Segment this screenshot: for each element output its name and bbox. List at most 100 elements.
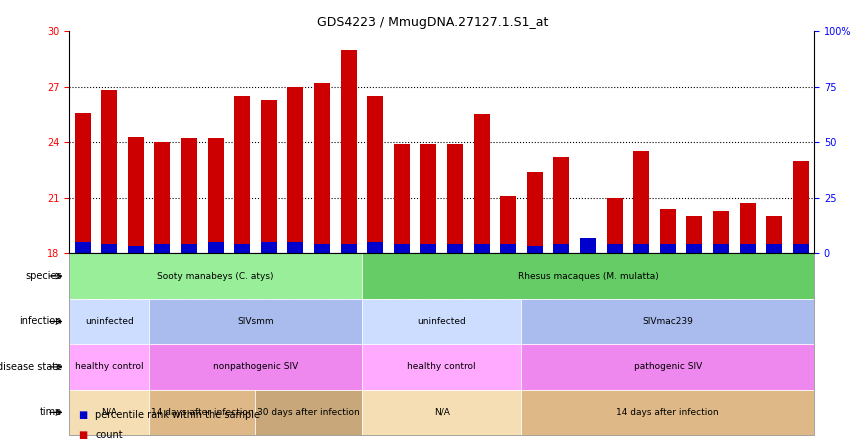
Bar xyxy=(687,216,702,253)
Bar xyxy=(501,244,516,253)
Bar xyxy=(442,31,469,253)
Bar xyxy=(122,31,149,253)
Bar xyxy=(575,31,601,253)
Bar xyxy=(766,216,782,253)
Bar xyxy=(282,31,308,253)
FancyBboxPatch shape xyxy=(69,344,149,390)
Bar xyxy=(548,31,575,253)
Bar xyxy=(288,87,303,253)
Bar xyxy=(660,209,675,253)
Bar xyxy=(69,31,96,253)
Bar xyxy=(660,244,675,253)
Bar xyxy=(527,172,543,253)
Bar xyxy=(469,31,494,253)
Bar xyxy=(394,144,410,253)
FancyBboxPatch shape xyxy=(149,299,362,344)
Text: N/A: N/A xyxy=(101,408,117,417)
Bar xyxy=(553,244,569,253)
Bar xyxy=(787,31,814,253)
Bar xyxy=(394,244,410,253)
Bar xyxy=(606,244,623,253)
Bar xyxy=(203,31,229,253)
Text: ■: ■ xyxy=(78,409,87,420)
FancyBboxPatch shape xyxy=(69,390,149,435)
Bar xyxy=(154,142,171,253)
Bar xyxy=(96,31,122,253)
Text: time: time xyxy=(40,408,61,417)
Bar xyxy=(367,96,383,253)
Bar xyxy=(288,242,303,253)
Bar xyxy=(389,31,415,253)
FancyBboxPatch shape xyxy=(521,344,814,390)
Bar xyxy=(474,115,489,253)
Bar xyxy=(229,31,255,253)
Text: uninfected: uninfected xyxy=(417,317,466,326)
FancyBboxPatch shape xyxy=(362,390,521,435)
Bar xyxy=(340,244,357,253)
FancyBboxPatch shape xyxy=(521,299,814,344)
Bar xyxy=(474,244,489,253)
Bar xyxy=(128,137,144,253)
Bar xyxy=(655,31,681,253)
Bar xyxy=(74,242,91,253)
Bar xyxy=(606,198,623,253)
FancyBboxPatch shape xyxy=(521,390,814,435)
Bar xyxy=(101,90,117,253)
Text: nonpathogenic SIV: nonpathogenic SIV xyxy=(213,362,298,372)
Text: N/A: N/A xyxy=(434,408,449,417)
Bar xyxy=(633,244,650,253)
Bar xyxy=(340,50,357,253)
Bar xyxy=(314,83,330,253)
Text: 14 days after infection: 14 days after infection xyxy=(151,408,254,417)
Bar xyxy=(527,246,543,253)
Bar xyxy=(420,244,436,253)
Bar xyxy=(740,244,755,253)
Bar xyxy=(255,31,282,253)
Bar xyxy=(447,244,463,253)
Bar xyxy=(580,238,596,253)
FancyBboxPatch shape xyxy=(69,299,149,344)
Bar xyxy=(521,31,548,253)
Bar xyxy=(792,161,809,253)
Bar xyxy=(761,31,787,253)
FancyBboxPatch shape xyxy=(362,299,521,344)
Text: Rhesus macaques (M. mulatta): Rhesus macaques (M. mulatta) xyxy=(518,272,658,281)
Text: infection: infection xyxy=(19,317,61,326)
Text: SIVmac239: SIVmac239 xyxy=(643,317,693,326)
Text: 14 days after infection: 14 days after infection xyxy=(617,408,719,417)
Text: percentile rank within the sample: percentile rank within the sample xyxy=(95,409,261,420)
Bar xyxy=(601,31,628,253)
FancyBboxPatch shape xyxy=(255,390,362,435)
Bar xyxy=(154,244,171,253)
Bar xyxy=(415,31,442,253)
Bar xyxy=(494,31,521,253)
Bar xyxy=(308,31,335,253)
Bar xyxy=(367,242,383,253)
Text: SIVsmm: SIVsmm xyxy=(237,317,274,326)
Bar xyxy=(314,244,330,253)
Text: species: species xyxy=(25,271,61,281)
Bar xyxy=(740,203,755,253)
Bar xyxy=(447,144,463,253)
Bar xyxy=(633,151,650,253)
Bar xyxy=(234,244,250,253)
Text: Sooty manabeys (C. atys): Sooty manabeys (C. atys) xyxy=(158,272,274,281)
Bar xyxy=(628,31,655,253)
Bar xyxy=(335,31,362,253)
Bar xyxy=(181,244,197,253)
Bar xyxy=(687,244,702,253)
Bar xyxy=(580,250,596,253)
Bar xyxy=(181,139,197,253)
Bar xyxy=(681,31,708,253)
Bar xyxy=(176,31,203,253)
FancyBboxPatch shape xyxy=(149,344,362,390)
Text: uninfected: uninfected xyxy=(85,317,133,326)
Bar xyxy=(234,96,250,253)
FancyBboxPatch shape xyxy=(149,390,255,435)
Bar xyxy=(713,211,729,253)
FancyBboxPatch shape xyxy=(362,344,521,390)
Text: count: count xyxy=(95,429,123,440)
Bar xyxy=(101,244,117,253)
Bar xyxy=(420,144,436,253)
Bar xyxy=(128,246,144,253)
